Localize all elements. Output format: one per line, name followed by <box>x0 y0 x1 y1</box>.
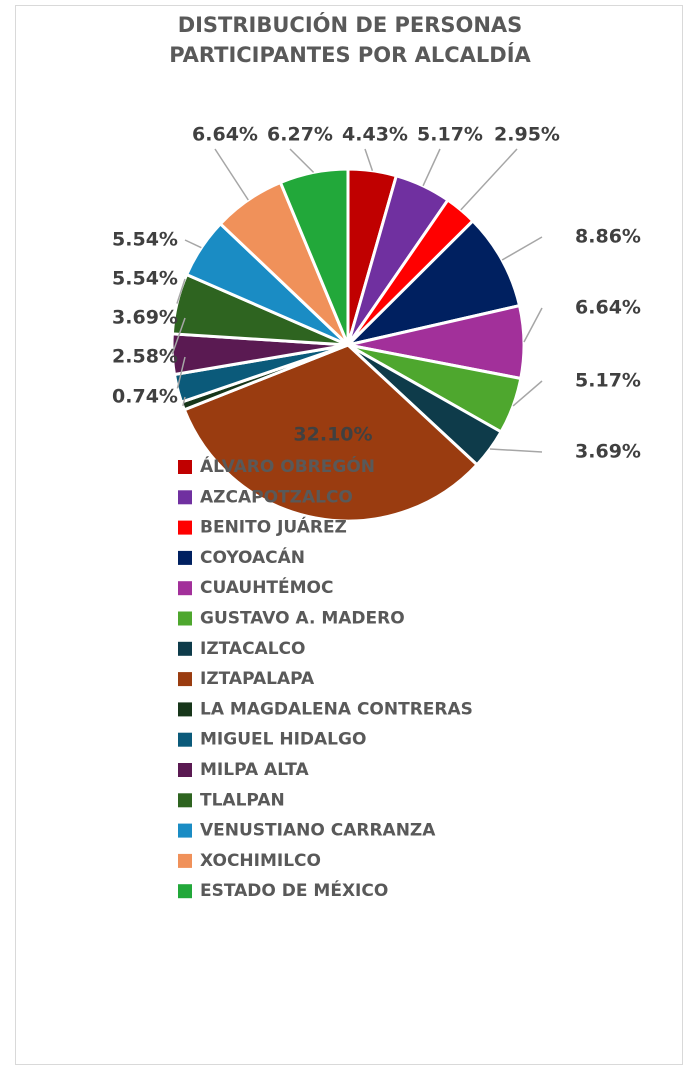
leader-line <box>171 317 186 355</box>
legend-swatch <box>178 460 192 474</box>
legend-label: ÁLVARO OBREGÓN <box>200 455 375 477</box>
data-label: 5.17% <box>417 124 483 146</box>
data-label: 6.64% <box>192 124 258 146</box>
legend-label: LA MAGDALENA CONTRERAS <box>200 699 473 719</box>
data-label: 3.69% <box>575 441 641 463</box>
leader-line <box>422 148 441 187</box>
legend-label: GUSTAVO A. MADERO <box>200 609 405 629</box>
legend-swatch <box>178 732 192 747</box>
leader-line <box>214 148 249 201</box>
legend-swatch <box>178 853 192 868</box>
legend-label: COYOACÁN <box>200 546 305 568</box>
legend-swatch <box>178 490 192 505</box>
legend-swatch <box>178 884 192 899</box>
leader-line <box>512 380 543 407</box>
data-label: 32.10% <box>293 424 372 446</box>
data-label: 2.58% <box>112 346 178 368</box>
legend-label: BENITO JUÁREZ <box>200 516 347 538</box>
legend-swatch <box>178 793 192 808</box>
data-label: 4.43% <box>342 124 408 146</box>
legend-swatch <box>178 641 192 656</box>
legend-swatch <box>178 581 192 596</box>
legend-swatch <box>178 823 192 838</box>
leader-line <box>289 148 315 173</box>
legend-swatch <box>178 520 192 535</box>
data-label: 5.54% <box>112 229 178 251</box>
data-label: 8.86% <box>575 226 641 248</box>
chart-title: DISTRIBUCIÓN DE PERSONAS PARTICIPANTES P… <box>169 13 531 67</box>
pie-slice <box>278 167 350 346</box>
legend-swatch <box>178 702 192 717</box>
legend-swatch <box>178 550 192 565</box>
data-label: 3.69% <box>112 307 178 329</box>
leader-line <box>489 448 543 453</box>
leader-line <box>176 278 186 304</box>
legend-swatch <box>178 672 192 687</box>
legend-label: IZTAPALAPA <box>200 669 315 689</box>
legend-label: AZCAPOTZALCO <box>200 487 353 507</box>
legend-label: CUAUHTÉMOC <box>200 576 333 598</box>
data-label: 0.74% <box>112 386 178 408</box>
legend-swatch <box>178 611 192 626</box>
legend-label: VENUSTIANO CARRANZA <box>200 821 436 841</box>
data-label: 2.95% <box>494 124 560 146</box>
data-label: 5.17% <box>575 370 641 392</box>
legend-label: ESTADO DE MÉXICO <box>200 879 388 901</box>
legend-label: MIGUEL HIDALGO <box>200 730 366 750</box>
legend-swatch <box>178 763 192 777</box>
data-label: 5.54% <box>112 268 178 290</box>
leader-line <box>182 396 186 407</box>
pie-slice <box>182 343 480 523</box>
leader-line <box>460 148 518 211</box>
legend-label: TLALPAN <box>200 790 285 810</box>
leader-line <box>523 307 543 343</box>
leader-line <box>176 356 186 389</box>
legend-label: XOCHIMILCO <box>200 851 321 871</box>
leader-line <box>364 148 374 171</box>
legend-label: MILPA ALTA <box>200 760 310 780</box>
data-label: 6.27% <box>267 124 333 146</box>
leader-line <box>184 239 202 249</box>
data-label: 6.64% <box>575 297 641 319</box>
leader-line <box>501 236 543 261</box>
legend-label: IZTACALCO <box>200 639 305 659</box>
